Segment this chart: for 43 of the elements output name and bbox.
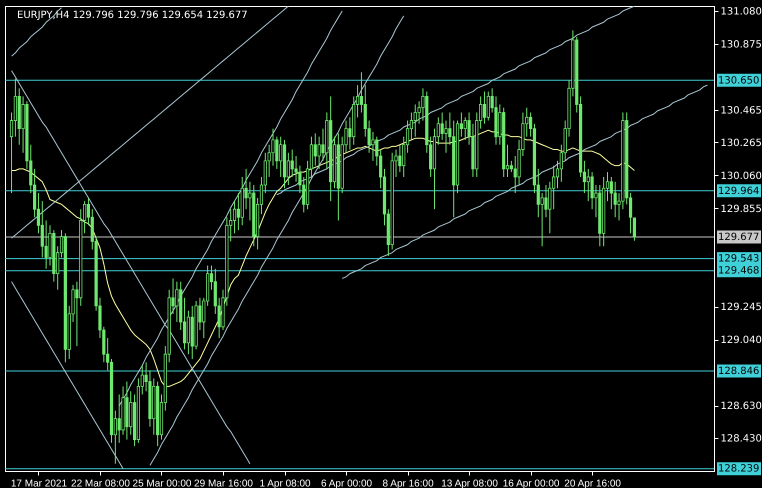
candlestick [314, 132, 317, 166]
candlestick [271, 128, 275, 166]
y-tick-label: 128.630 [720, 401, 762, 412]
candlestick [279, 136, 282, 178]
y-tick-label: 131.080 [720, 6, 762, 18]
ref-line-label: 129.677 [718, 232, 760, 244]
line-series [11, 281, 124, 470]
ref-line-label: 128.846 [718, 366, 760, 377]
candlestick [444, 120, 448, 154]
candlestick [464, 116, 467, 140]
candlestick [175, 281, 178, 322]
x-tick-label: 29 Mar 16:00 [194, 478, 254, 490]
candlestick [232, 200, 236, 234]
candlestick [544, 184, 548, 218]
y-tick-label: 130.465 [720, 106, 762, 117]
ref-line-label: 129.964 [718, 186, 760, 197]
x-tick-label: 25 Mar 00:00 [132, 478, 192, 490]
candlestick [398, 144, 402, 173]
ref-line-label: 129.468 [718, 266, 760, 277]
x-tick-label: 17 Mar 2021 [10, 478, 68, 490]
y-tick-label: 129.040 [720, 335, 762, 346]
candlestick [590, 172, 594, 210]
y-tick-label: 130.060 [720, 170, 762, 182]
y-tick-label: 129.855 [720, 204, 762, 215]
candlestick [586, 168, 590, 202]
ref-line-label: 129.543 [718, 254, 760, 265]
y-tick-label: 130.265 [720, 138, 762, 149]
candlestick [294, 156, 298, 182]
y-tick-label: 129.245 [720, 302, 762, 314]
ref-line-label: 128.239 [718, 464, 760, 475]
candlestick [318, 136, 321, 170]
candlestick [486, 91, 490, 122]
ref-line-label: 130.650 [718, 75, 760, 86]
candlestick [482, 91, 486, 124]
line-series [342, 84, 708, 279]
y-tick-label: 128.430 [720, 433, 762, 444]
x-tick-label: 22 Mar 08:00 [71, 478, 130, 490]
y-tick-label: 130.875 [720, 40, 762, 51]
candlestick [371, 131, 375, 162]
candlestick [414, 104, 417, 138]
candlestick [118, 394, 121, 444]
candlestick [614, 181, 617, 218]
candlestick [632, 217, 636, 242]
